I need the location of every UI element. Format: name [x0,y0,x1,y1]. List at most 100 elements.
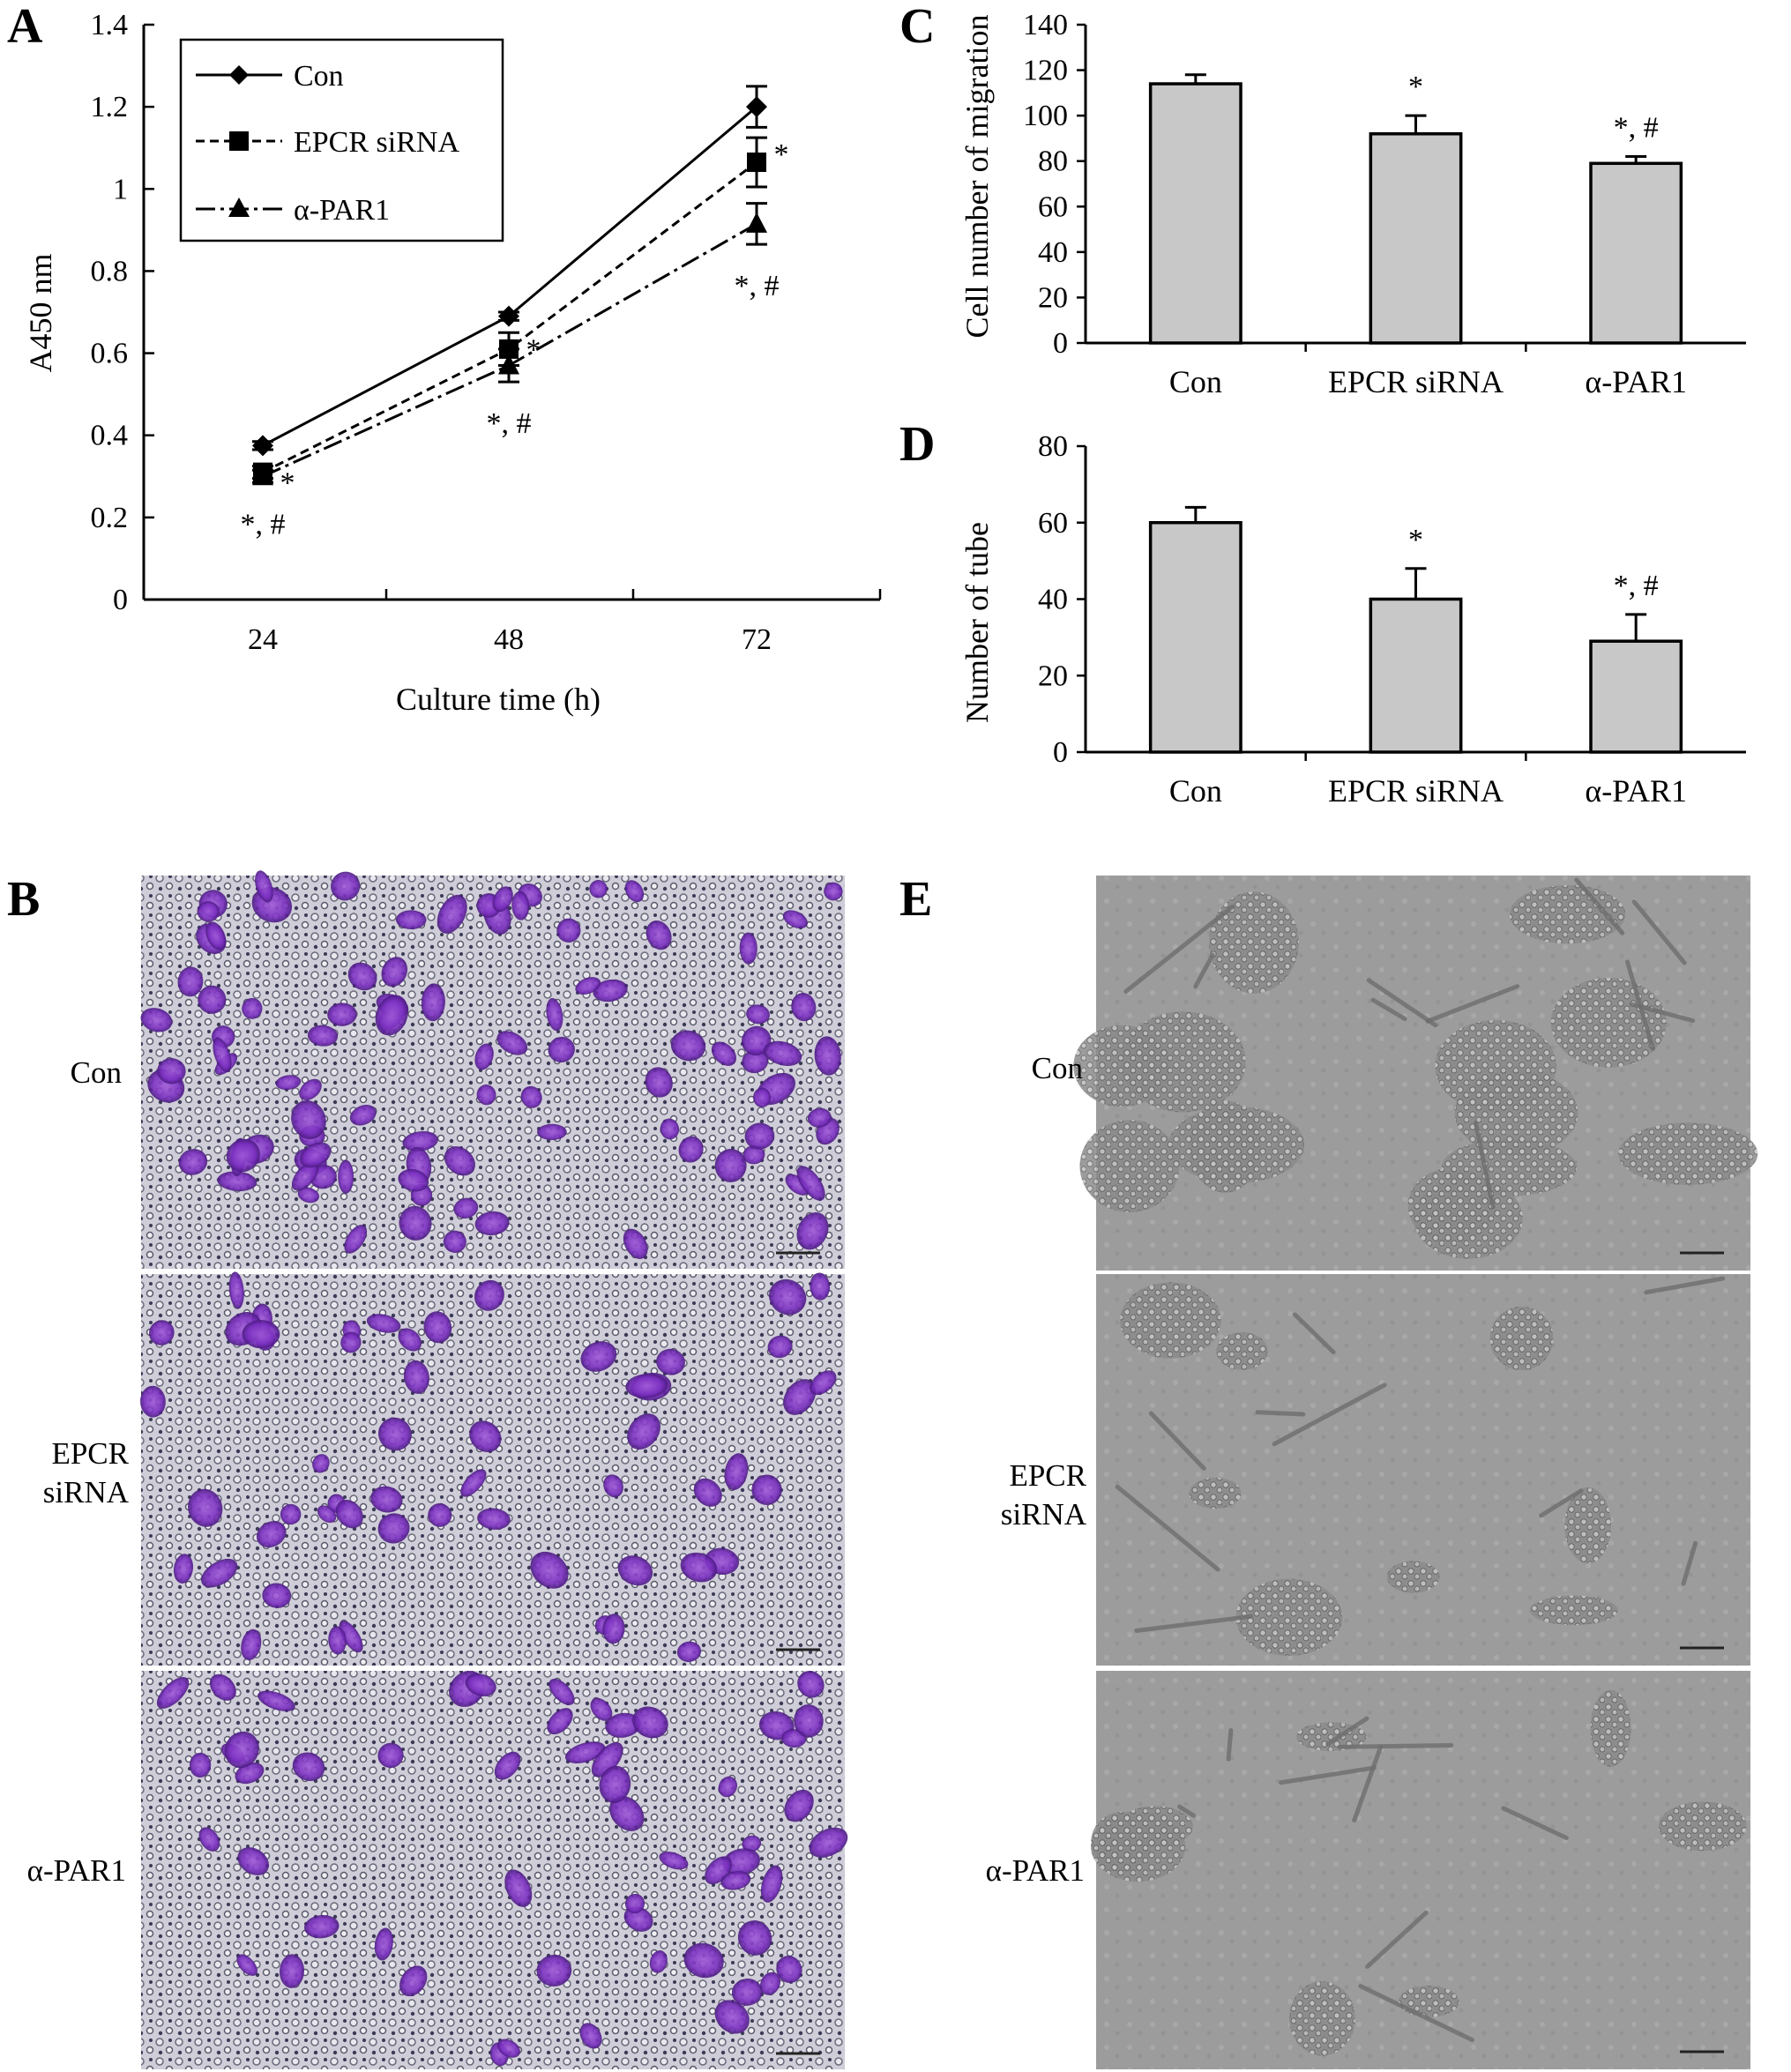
stained-cell [465,1673,496,1696]
stained-cell [366,1314,401,1333]
y-tick-label-a: 0.6 [91,338,129,370]
stained-cell [693,1478,722,1507]
stained-cell [224,1731,259,1769]
stained-cell [209,1673,236,1701]
data-point-con [252,435,273,457]
stained-cell [810,1370,837,1396]
row-label-b-par1: α-PAR1 [27,1853,126,1888]
stained-cell [737,1920,772,1956]
stained-cell [201,1558,238,1588]
stained-cell [375,995,408,1036]
stained-cell [255,870,273,903]
cell-cluster [1564,1487,1612,1564]
stained-cell [530,1551,569,1589]
stained-cell [189,1752,212,1778]
x-tick-label-a: 48 [494,623,524,656]
stained-cell [676,1641,702,1663]
bar-chart-d: Number of tube 0 20 40 60 80 Con EPCR siRNA * α-… [959,430,1746,809]
legend-label-con: Con [294,60,344,93]
stained-cell [660,1118,680,1140]
legend-marker-par1 [228,198,250,217]
panel-label-a: A [7,0,43,54]
stained-cell [722,1848,761,1875]
stained-cell [782,910,808,929]
stained-cell [810,1272,831,1301]
stained-cell [744,1122,775,1150]
cell-cluster [1216,1332,1268,1370]
tube-branch [1337,1743,1454,1749]
stained-cell [312,1454,330,1473]
stained-cell [403,1360,429,1394]
stained-cell [474,1043,494,1070]
stained-cell [299,1078,322,1100]
row-label-b-epcr-2: siRNA [43,1475,130,1509]
stained-cell [347,962,377,991]
category-label-c: Con [1169,364,1222,399]
x-tick-label-a: 24 [248,623,278,656]
tube-branch [1148,1411,1206,1471]
data-point-con [746,96,767,118]
stained-cell [317,1505,337,1524]
significance-marker: *, # [487,407,532,440]
significance-marker: * [280,467,295,500]
stained-cell [444,1146,475,1176]
stained-cell [242,1320,280,1349]
stained-cell [148,1320,175,1345]
line-chart-a: A450 nm Culture time (h) Con EPCR siRNA … [23,9,882,717]
cell-cluster [1079,1120,1180,1212]
stained-cell [796,1211,829,1250]
stained-cell [460,1469,487,1497]
tube-branch [1358,1984,1474,2043]
stained-cell [328,1626,347,1655]
y-tick-label-a: 1.2 [91,91,129,123]
stained-cell [791,993,817,1022]
y-tick-label-c: 40 [1038,236,1068,269]
cell-cluster [1658,1801,1747,1852]
stained-cell [399,1205,432,1241]
tube-branch [1631,899,1687,965]
stained-cell [496,2038,520,2058]
data-point-par1 [252,465,273,486]
stained-cell [198,985,227,1014]
tube-branch [1473,1121,1496,1210]
stained-cell [627,1413,660,1450]
stained-cell [659,1852,689,1870]
stained-cell [814,1036,841,1076]
stained-cell [205,921,227,950]
data-point-con [498,305,519,327]
stained-cell [228,1271,244,1309]
bar-par1 [1589,161,1683,345]
significance-marker: *, # [241,508,286,540]
y-tick-label-c: 140 [1023,9,1068,41]
category-label-d: EPCR siRNA [1328,773,1504,809]
stained-cell [241,1629,262,1661]
stained-cell [398,1169,429,1192]
cell-cluster [1120,1282,1221,1359]
y-tick-label-c: 100 [1023,100,1068,132]
stained-cell [548,1678,575,1705]
stained-cell [504,1869,533,1907]
stained-cell [331,871,361,901]
stained-cell [377,1742,404,1769]
tube-branch [1279,1765,1377,1785]
significance-marker: * [1408,524,1423,556]
stained-cell [374,1927,393,1961]
legend-label-par1: α-PAR1 [294,194,390,227]
stained-cell [177,966,204,997]
stained-cell [297,1187,320,1204]
stained-cell [624,1893,646,1914]
cell-cluster [1550,978,1667,1068]
stained-cell [599,1765,631,1804]
row-label-b-epcr-1: EPCR [51,1436,129,1471]
stained-cell [280,1503,302,1525]
stained-cell [421,983,445,1022]
y-tick-label-d: 40 [1038,584,1068,616]
stained-cell [646,920,672,950]
cell-cluster [1117,1806,1193,1848]
stained-cell [739,932,757,965]
stained-cell [257,1690,295,1711]
cell-cluster [1398,1986,1459,2017]
tube-branch [1193,952,1215,989]
stained-cell [469,1420,502,1453]
tube-branch [1366,978,1438,1028]
